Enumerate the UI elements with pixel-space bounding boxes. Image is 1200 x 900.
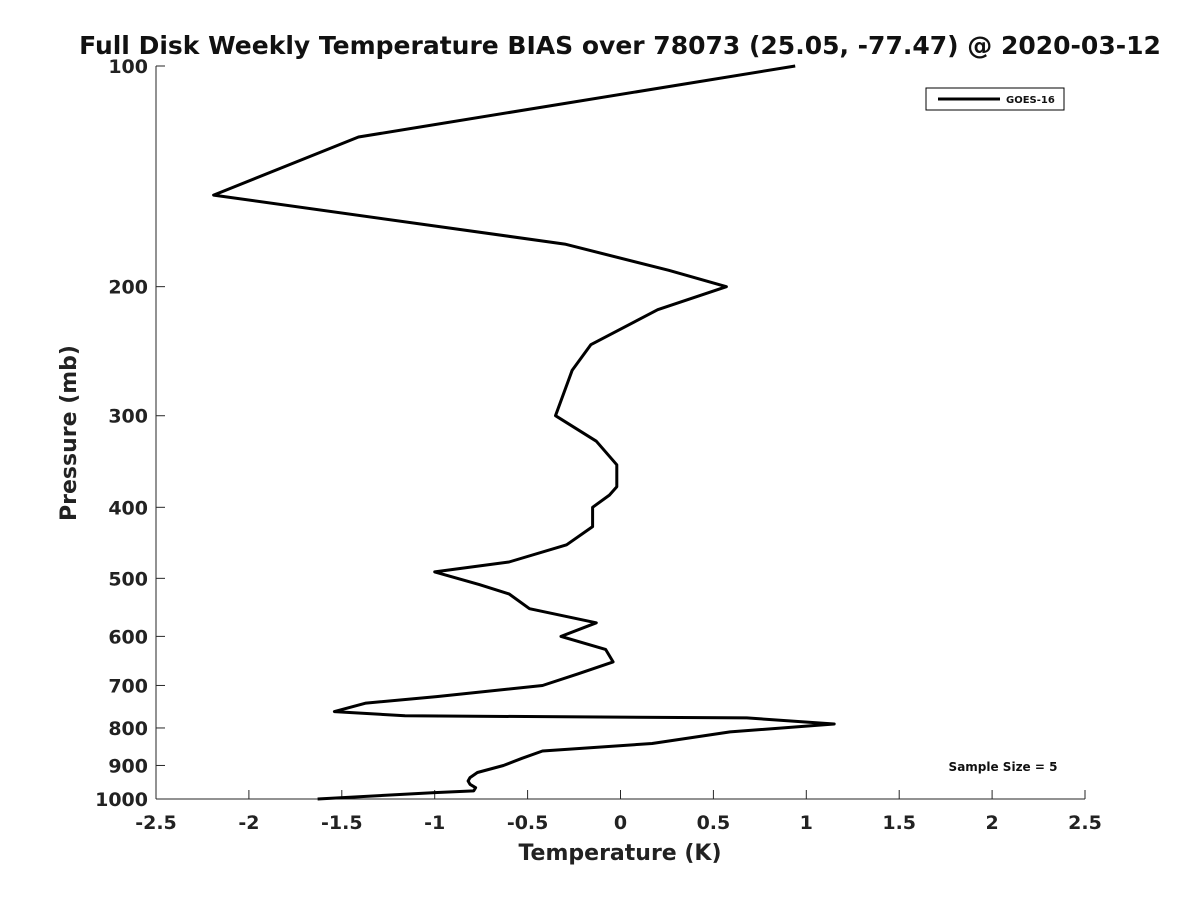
x-tick-label: 2	[985, 812, 998, 834]
x-tick-label: -1.5	[321, 812, 363, 834]
y-tick-label: 200	[108, 277, 148, 299]
x-tick-label: -2.5	[135, 812, 177, 834]
series-lines	[212, 64, 836, 801]
y-tick-label: 500	[108, 568, 148, 590]
x-tick-label: 1	[800, 812, 813, 834]
x-tick-label: 1.5	[882, 812, 916, 834]
x-tick-label: -1	[424, 812, 445, 834]
x-tick-label: -2	[238, 812, 259, 834]
legend: GOES-16	[925, 87, 1065, 111]
y-tick-label: 800	[108, 718, 148, 740]
y-tick-label: 1000	[95, 789, 148, 811]
y-tick-label: 900	[108, 755, 148, 777]
chart-title: Full Disk Weekly Temperature BIAS over 7…	[79, 31, 1161, 60]
y-tick-label: 600	[108, 626, 148, 648]
legend-label: GOES-16	[1006, 95, 1055, 106]
x-tick-label: 0.5	[697, 812, 731, 834]
x-tick-label: 2.5	[1068, 812, 1102, 834]
y-tick-label: 300	[108, 406, 148, 428]
y-tick-label: 100	[108, 56, 148, 78]
y-axis-label: Pressure (mb)	[57, 345, 82, 521]
y-tick-label: 700	[108, 675, 148, 697]
y-tick-label: 400	[108, 497, 148, 519]
series-line-goes-16	[212, 64, 836, 801]
x-tick-label: 0	[614, 812, 627, 834]
x-axis-label: Temperature (K)	[518, 841, 721, 866]
axis-ticks: -2.5 -2 -1.5 -1 -0.5 0 0.5 1 1.5 2 2.5 100 200 300 400…	[95, 56, 1102, 834]
x-tick-label: -0.5	[507, 812, 549, 834]
sample-size-annotation: Sample Size = 5	[949, 760, 1058, 774]
